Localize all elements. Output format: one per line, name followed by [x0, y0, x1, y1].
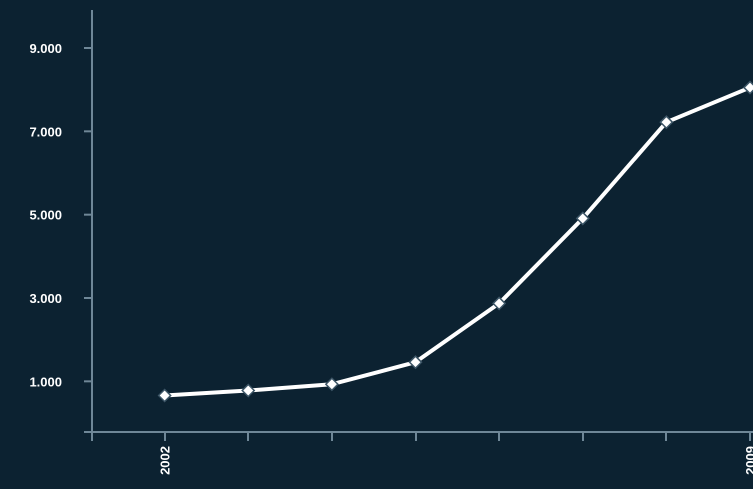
data-point-marker	[659, 115, 674, 130]
series-layer	[157, 80, 753, 403]
y-tick-label: 5.000	[29, 208, 62, 223]
data-point-marker	[241, 383, 256, 398]
data-point-marker	[742, 80, 753, 95]
data-point-marker	[492, 296, 507, 311]
data-point-marker	[324, 377, 339, 392]
x-tick-label: 2002	[158, 446, 173, 475]
y-tick-label: 1.000	[29, 374, 62, 389]
y-tick-label: 9.000	[29, 41, 62, 56]
y-tick-label: 3.000	[29, 291, 62, 306]
data-point-marker	[157, 388, 172, 403]
series-line	[162, 85, 752, 398]
y-axis-ticks: 1.000 3.000 5.000 7.000 9.000	[29, 41, 92, 389]
x-axis-ticks: 2002 2009	[91, 432, 753, 475]
data-point-marker	[408, 355, 423, 370]
data-point-marker	[575, 211, 590, 226]
y-tick-label: 7.000	[29, 124, 62, 139]
x-tick-label: 2009	[743, 446, 753, 475]
